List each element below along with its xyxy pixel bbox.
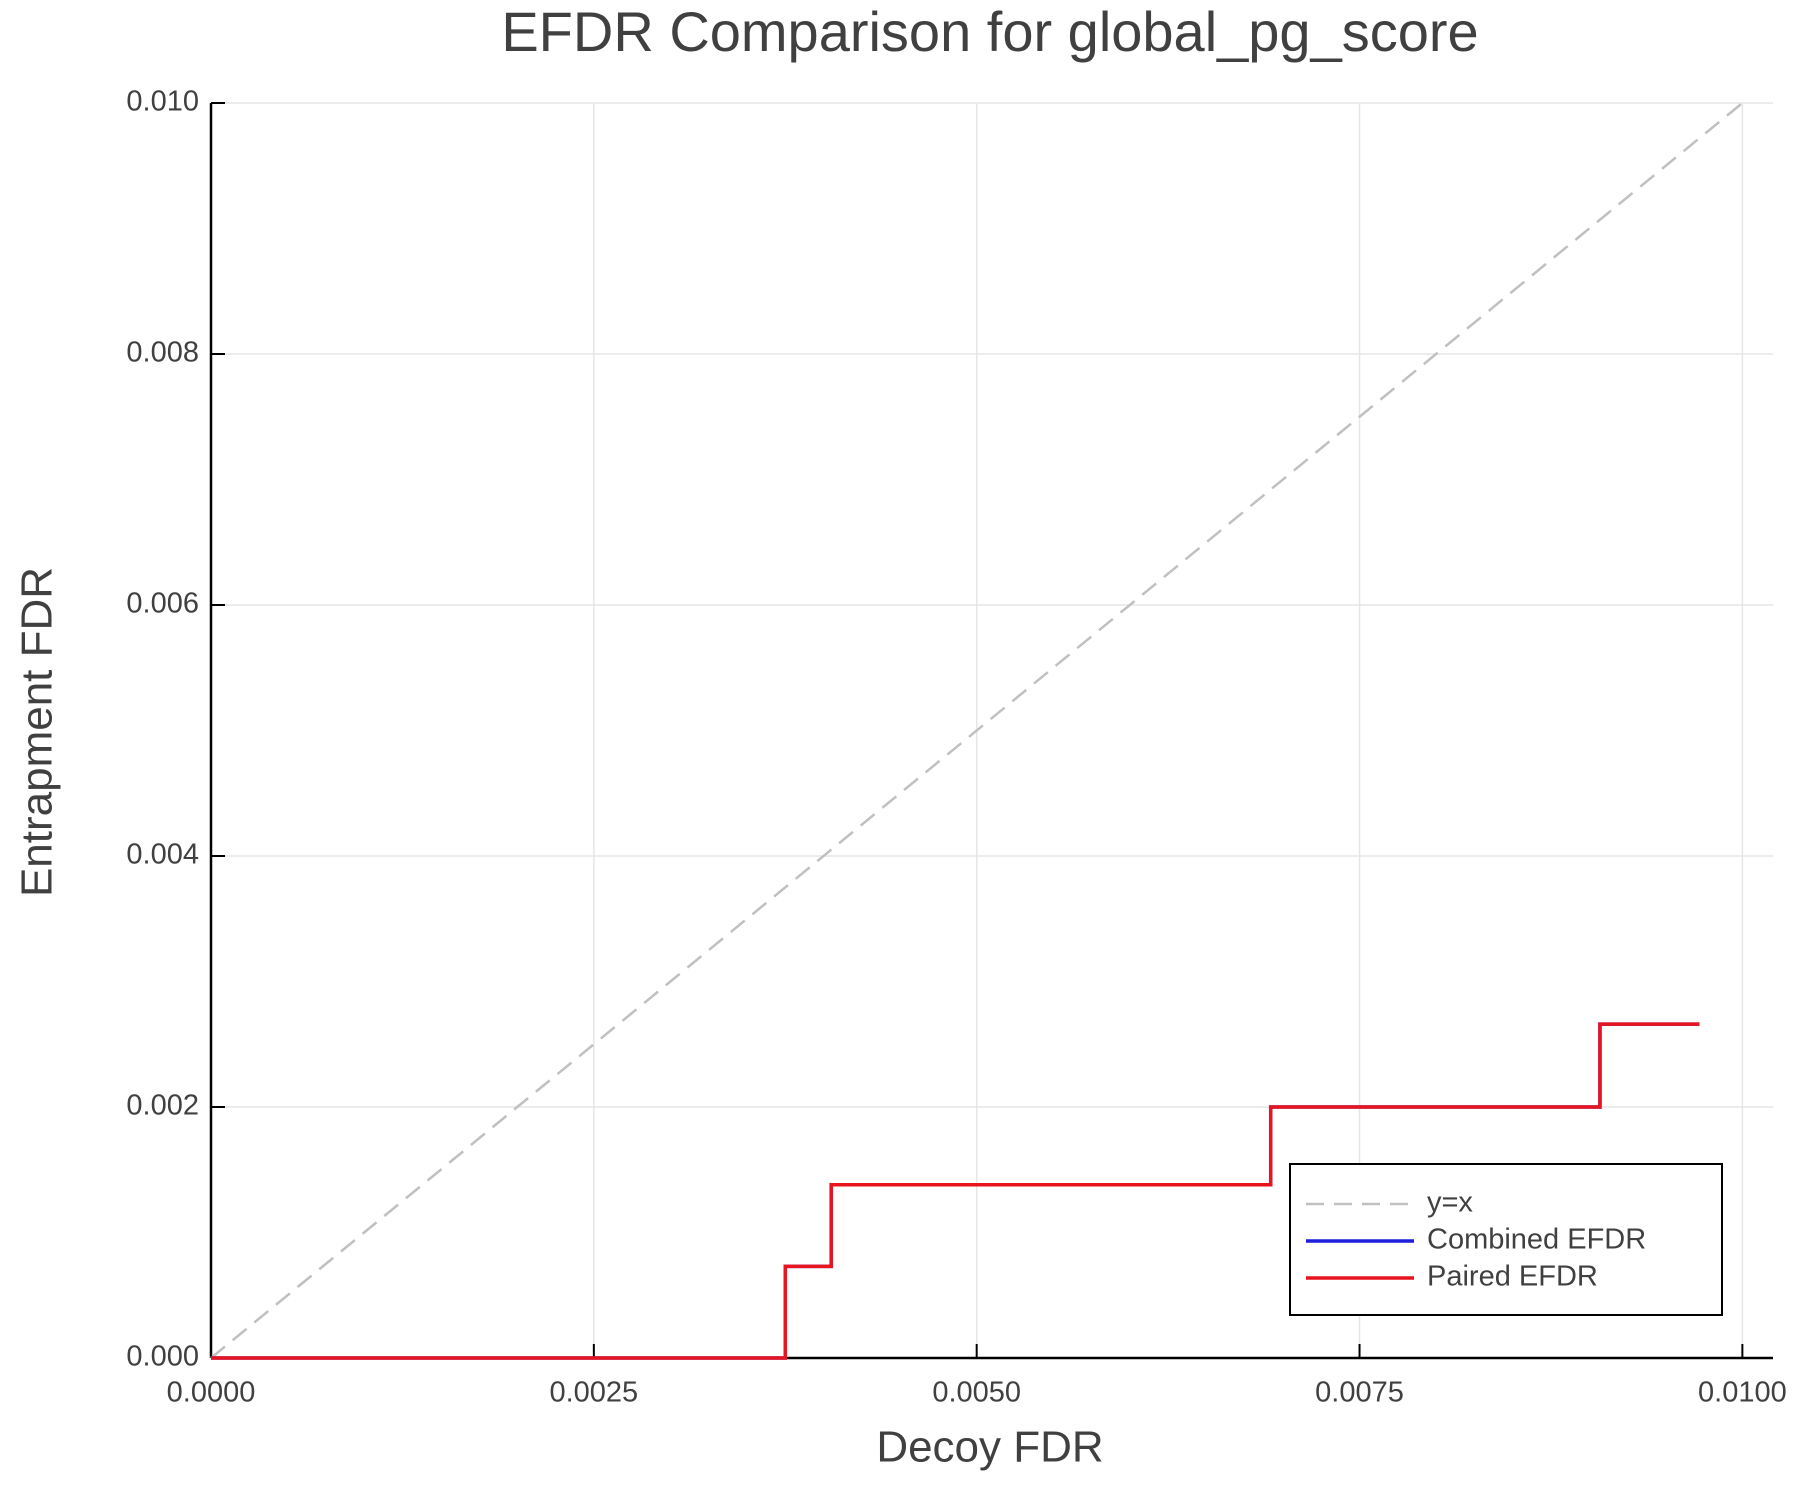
legend: y=x Combined EFDR Paired EFDR [1289, 1163, 1723, 1316]
y-tick-label: 0.008 [126, 337, 199, 369]
x-tick-label: 0.0075 [1315, 1377, 1404, 1409]
x-tick-label: 0.0000 [167, 1377, 256, 1409]
y-tick-label: 0.000 [126, 1341, 199, 1373]
chart-title: EFDR Comparison for global_pg_score [501, 0, 1478, 63]
y-tick-label: 0.004 [126, 839, 199, 871]
x-tick-label: 0.0050 [932, 1377, 1021, 1409]
legend-label: y=x [1427, 1187, 1473, 1219]
series-line [211, 1022, 1700, 1360]
y-tick-label: 0.002 [126, 1090, 199, 1122]
x-tick-label: 0.0025 [549, 1377, 638, 1409]
legend-label: Combined EFDR [1427, 1224, 1646, 1256]
x-tick-label: 0.0100 [1698, 1377, 1787, 1409]
y-tick-label: 0.006 [126, 588, 199, 620]
legend-label: Paired EFDR [1427, 1261, 1598, 1293]
series-line [210, 102, 1744, 1359]
x-axis-label: Decoy FDR [876, 1423, 1103, 1472]
y-axis-label: Entrapment FDR [13, 567, 62, 897]
y-tick-label: 0.010 [126, 86, 199, 118]
